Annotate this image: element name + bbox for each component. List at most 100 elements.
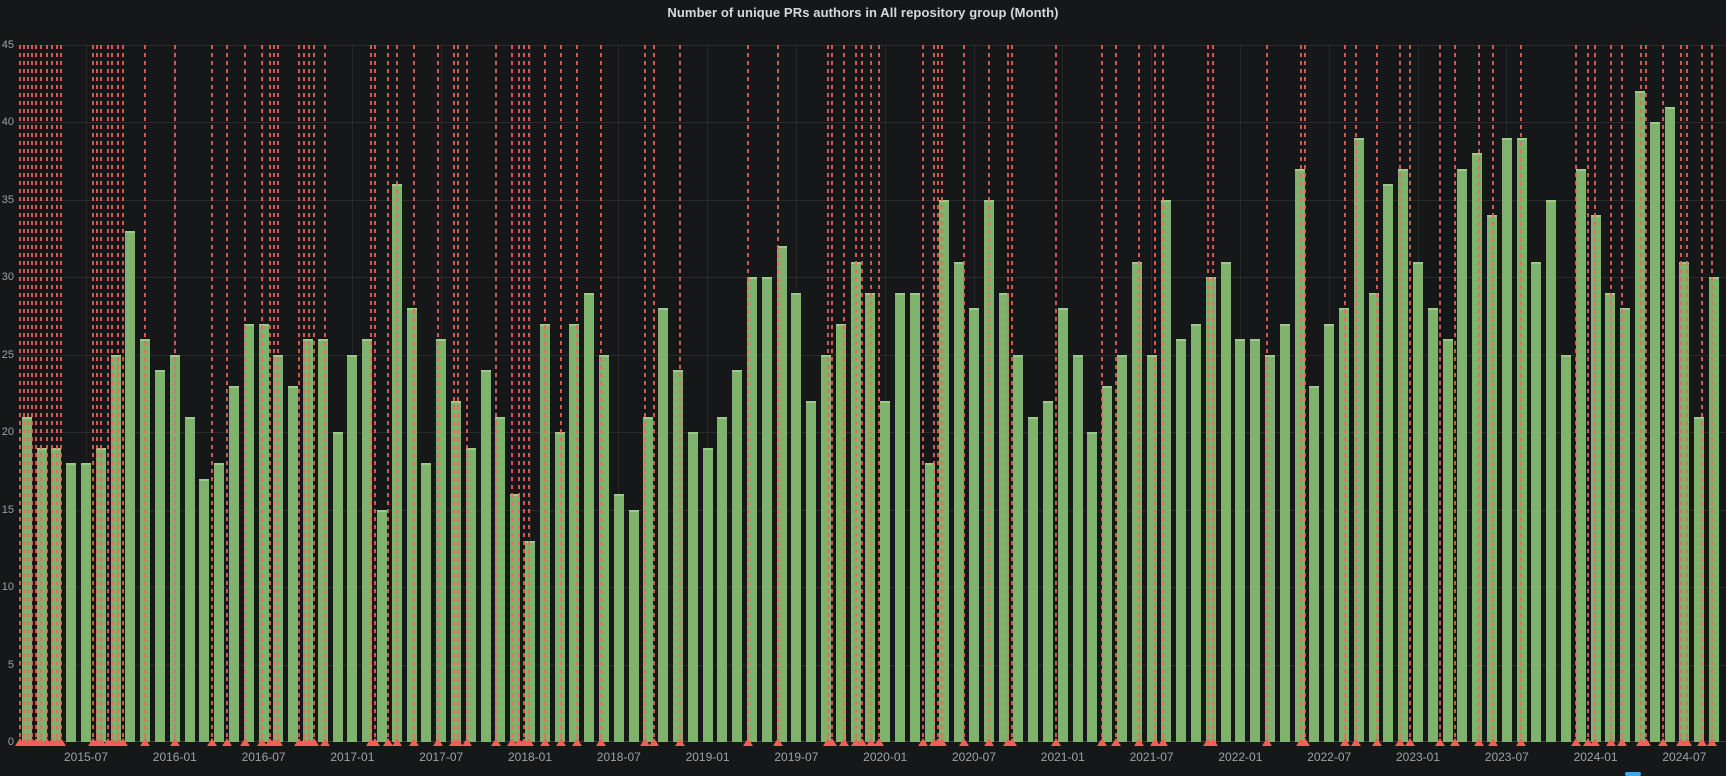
bar-2018-10[interactable] bbox=[658, 308, 669, 742]
bar-2019-03[interactable] bbox=[732, 370, 743, 742]
release-annotation-line[interactable] bbox=[941, 45, 943, 742]
bar-2017-12[interactable] bbox=[510, 494, 521, 742]
release-annotation-line[interactable] bbox=[40, 45, 42, 742]
release-annotation-marker[interactable] bbox=[1676, 738, 1686, 746]
release-annotation-line[interactable] bbox=[96, 45, 98, 742]
bar-2024-03[interactable] bbox=[1620, 308, 1631, 742]
bar-2023-07[interactable] bbox=[1501, 137, 1512, 742]
bar-2020-09[interactable] bbox=[998, 292, 1009, 742]
bar-2017-01[interactable] bbox=[347, 354, 358, 742]
bar-2016-06[interactable] bbox=[243, 323, 254, 742]
bar-2019-07[interactable] bbox=[791, 292, 802, 742]
bar-2016-03[interactable] bbox=[199, 478, 210, 742]
release-annotation-line[interactable] bbox=[1686, 45, 1688, 742]
release-annotation-line[interactable] bbox=[933, 45, 935, 742]
release-annotation-marker[interactable] bbox=[1158, 738, 1168, 746]
release-annotation-line[interactable] bbox=[1587, 45, 1589, 742]
release-annotation-marker[interactable] bbox=[1488, 738, 1498, 746]
release-annotation-line[interactable] bbox=[1207, 45, 1209, 742]
release-annotation-line[interactable] bbox=[51, 45, 53, 742]
release-annotation-marker[interactable] bbox=[1007, 738, 1017, 746]
release-annotation-line[interactable] bbox=[495, 45, 497, 742]
release-annotation-line[interactable] bbox=[1478, 45, 1480, 742]
bar-2019-01[interactable] bbox=[702, 447, 713, 742]
plot-area[interactable] bbox=[18, 45, 1726, 742]
release-annotation-line[interactable] bbox=[1701, 45, 1703, 742]
release-annotation-marker[interactable] bbox=[96, 738, 106, 746]
release-annotation-line[interactable] bbox=[1594, 45, 1596, 742]
release-annotation-line[interactable] bbox=[1266, 45, 1268, 742]
bar-2016-05[interactable] bbox=[229, 385, 239, 742]
release-annotation-marker[interactable] bbox=[918, 738, 928, 746]
release-annotation-line[interactable] bbox=[1640, 45, 1642, 742]
bar-2015-10[interactable] bbox=[125, 230, 136, 742]
bar-2020-11[interactable] bbox=[1028, 416, 1039, 742]
release-annotation-marker[interactable] bbox=[1051, 738, 1061, 746]
bar-2016-12[interactable] bbox=[332, 432, 343, 742]
bar-2019-09[interactable] bbox=[821, 354, 831, 742]
bar-2015-12[interactable] bbox=[155, 370, 165, 742]
bar-2018-05[interactable] bbox=[584, 292, 595, 742]
release-annotation-line[interactable] bbox=[777, 45, 779, 742]
release-annotation-marker[interactable] bbox=[827, 738, 837, 746]
release-annotation-marker[interactable] bbox=[1300, 738, 1310, 746]
release-annotation-line[interactable] bbox=[1344, 45, 1346, 742]
release-annotation-line[interactable] bbox=[1011, 45, 1013, 742]
release-annotation-marker[interactable] bbox=[649, 738, 659, 746]
release-annotation-marker[interactable] bbox=[743, 738, 753, 746]
release-annotation-line[interactable] bbox=[144, 45, 146, 742]
legend-blue-marker[interactable] bbox=[1625, 772, 1641, 776]
release-annotation-line[interactable] bbox=[111, 45, 113, 742]
bar-2020-10[interactable] bbox=[1013, 354, 1024, 742]
release-annotation-line[interactable] bbox=[174, 45, 176, 742]
release-annotation-marker[interactable] bbox=[140, 738, 150, 746]
release-annotation-line[interactable] bbox=[269, 45, 271, 742]
release-annotation-line[interactable] bbox=[861, 45, 863, 742]
bar-2020-12[interactable] bbox=[1043, 401, 1053, 742]
bar-2017-11[interactable] bbox=[495, 416, 506, 742]
release-annotation-marker[interactable] bbox=[453, 738, 463, 746]
bar-2019-10[interactable] bbox=[835, 323, 846, 742]
release-annotation-line[interactable] bbox=[374, 45, 376, 742]
bar-2022-07[interactable] bbox=[1324, 323, 1335, 742]
release-annotation-line[interactable] bbox=[644, 45, 646, 742]
release-annotation-marker[interactable] bbox=[1097, 738, 1107, 746]
release-annotation-line[interactable] bbox=[963, 45, 965, 742]
release-annotation-line[interactable] bbox=[1520, 45, 1522, 742]
bar-2021-01[interactable] bbox=[1057, 308, 1068, 742]
bar-2018-12[interactable] bbox=[687, 432, 698, 742]
bar-2021-08[interactable] bbox=[1161, 199, 1172, 742]
release-annotation-line[interactable] bbox=[19, 45, 21, 742]
release-annotation-line[interactable] bbox=[937, 45, 939, 742]
release-annotation-marker[interactable] bbox=[320, 738, 330, 746]
release-annotation-marker[interactable] bbox=[556, 738, 566, 746]
bar-2022-02[interactable] bbox=[1250, 339, 1261, 742]
release-annotation-marker[interactable] bbox=[257, 738, 267, 746]
bar-2017-05[interactable] bbox=[406, 308, 417, 742]
bar-2023-12[interactable] bbox=[1575, 168, 1586, 742]
bar-2022-04[interactable] bbox=[1279, 323, 1290, 742]
bar-2020-06[interactable] bbox=[954, 261, 965, 742]
bar-2018-04[interactable] bbox=[569, 323, 580, 742]
release-annotation-line[interactable] bbox=[273, 45, 275, 742]
release-annotation-marker[interactable] bbox=[596, 738, 606, 746]
release-annotation-line[interactable] bbox=[600, 45, 602, 742]
release-annotation-line[interactable] bbox=[523, 45, 525, 742]
release-annotation-marker[interactable] bbox=[309, 738, 319, 746]
release-annotation-line[interactable] bbox=[922, 45, 924, 742]
release-annotation-line[interactable] bbox=[1212, 45, 1214, 742]
release-annotation-line[interactable] bbox=[1439, 45, 1441, 742]
bar-2020-04[interactable] bbox=[924, 463, 935, 742]
bar-2021-11[interactable] bbox=[1205, 277, 1216, 742]
bar-2017-08[interactable] bbox=[451, 401, 461, 742]
bar-2018-11[interactable] bbox=[673, 370, 683, 742]
bar-2023-02[interactable] bbox=[1427, 308, 1438, 742]
release-annotation-line[interactable] bbox=[1115, 45, 1117, 742]
release-annotation-line[interactable] bbox=[1162, 45, 1164, 742]
release-annotation-line[interactable] bbox=[653, 45, 655, 742]
release-annotation-line[interactable] bbox=[1662, 45, 1664, 742]
release-annotation-marker[interactable] bbox=[1571, 738, 1581, 746]
release-annotation-marker[interactable] bbox=[207, 738, 217, 746]
release-annotation-line[interactable] bbox=[35, 45, 37, 742]
bar-2018-08[interactable] bbox=[628, 509, 639, 742]
